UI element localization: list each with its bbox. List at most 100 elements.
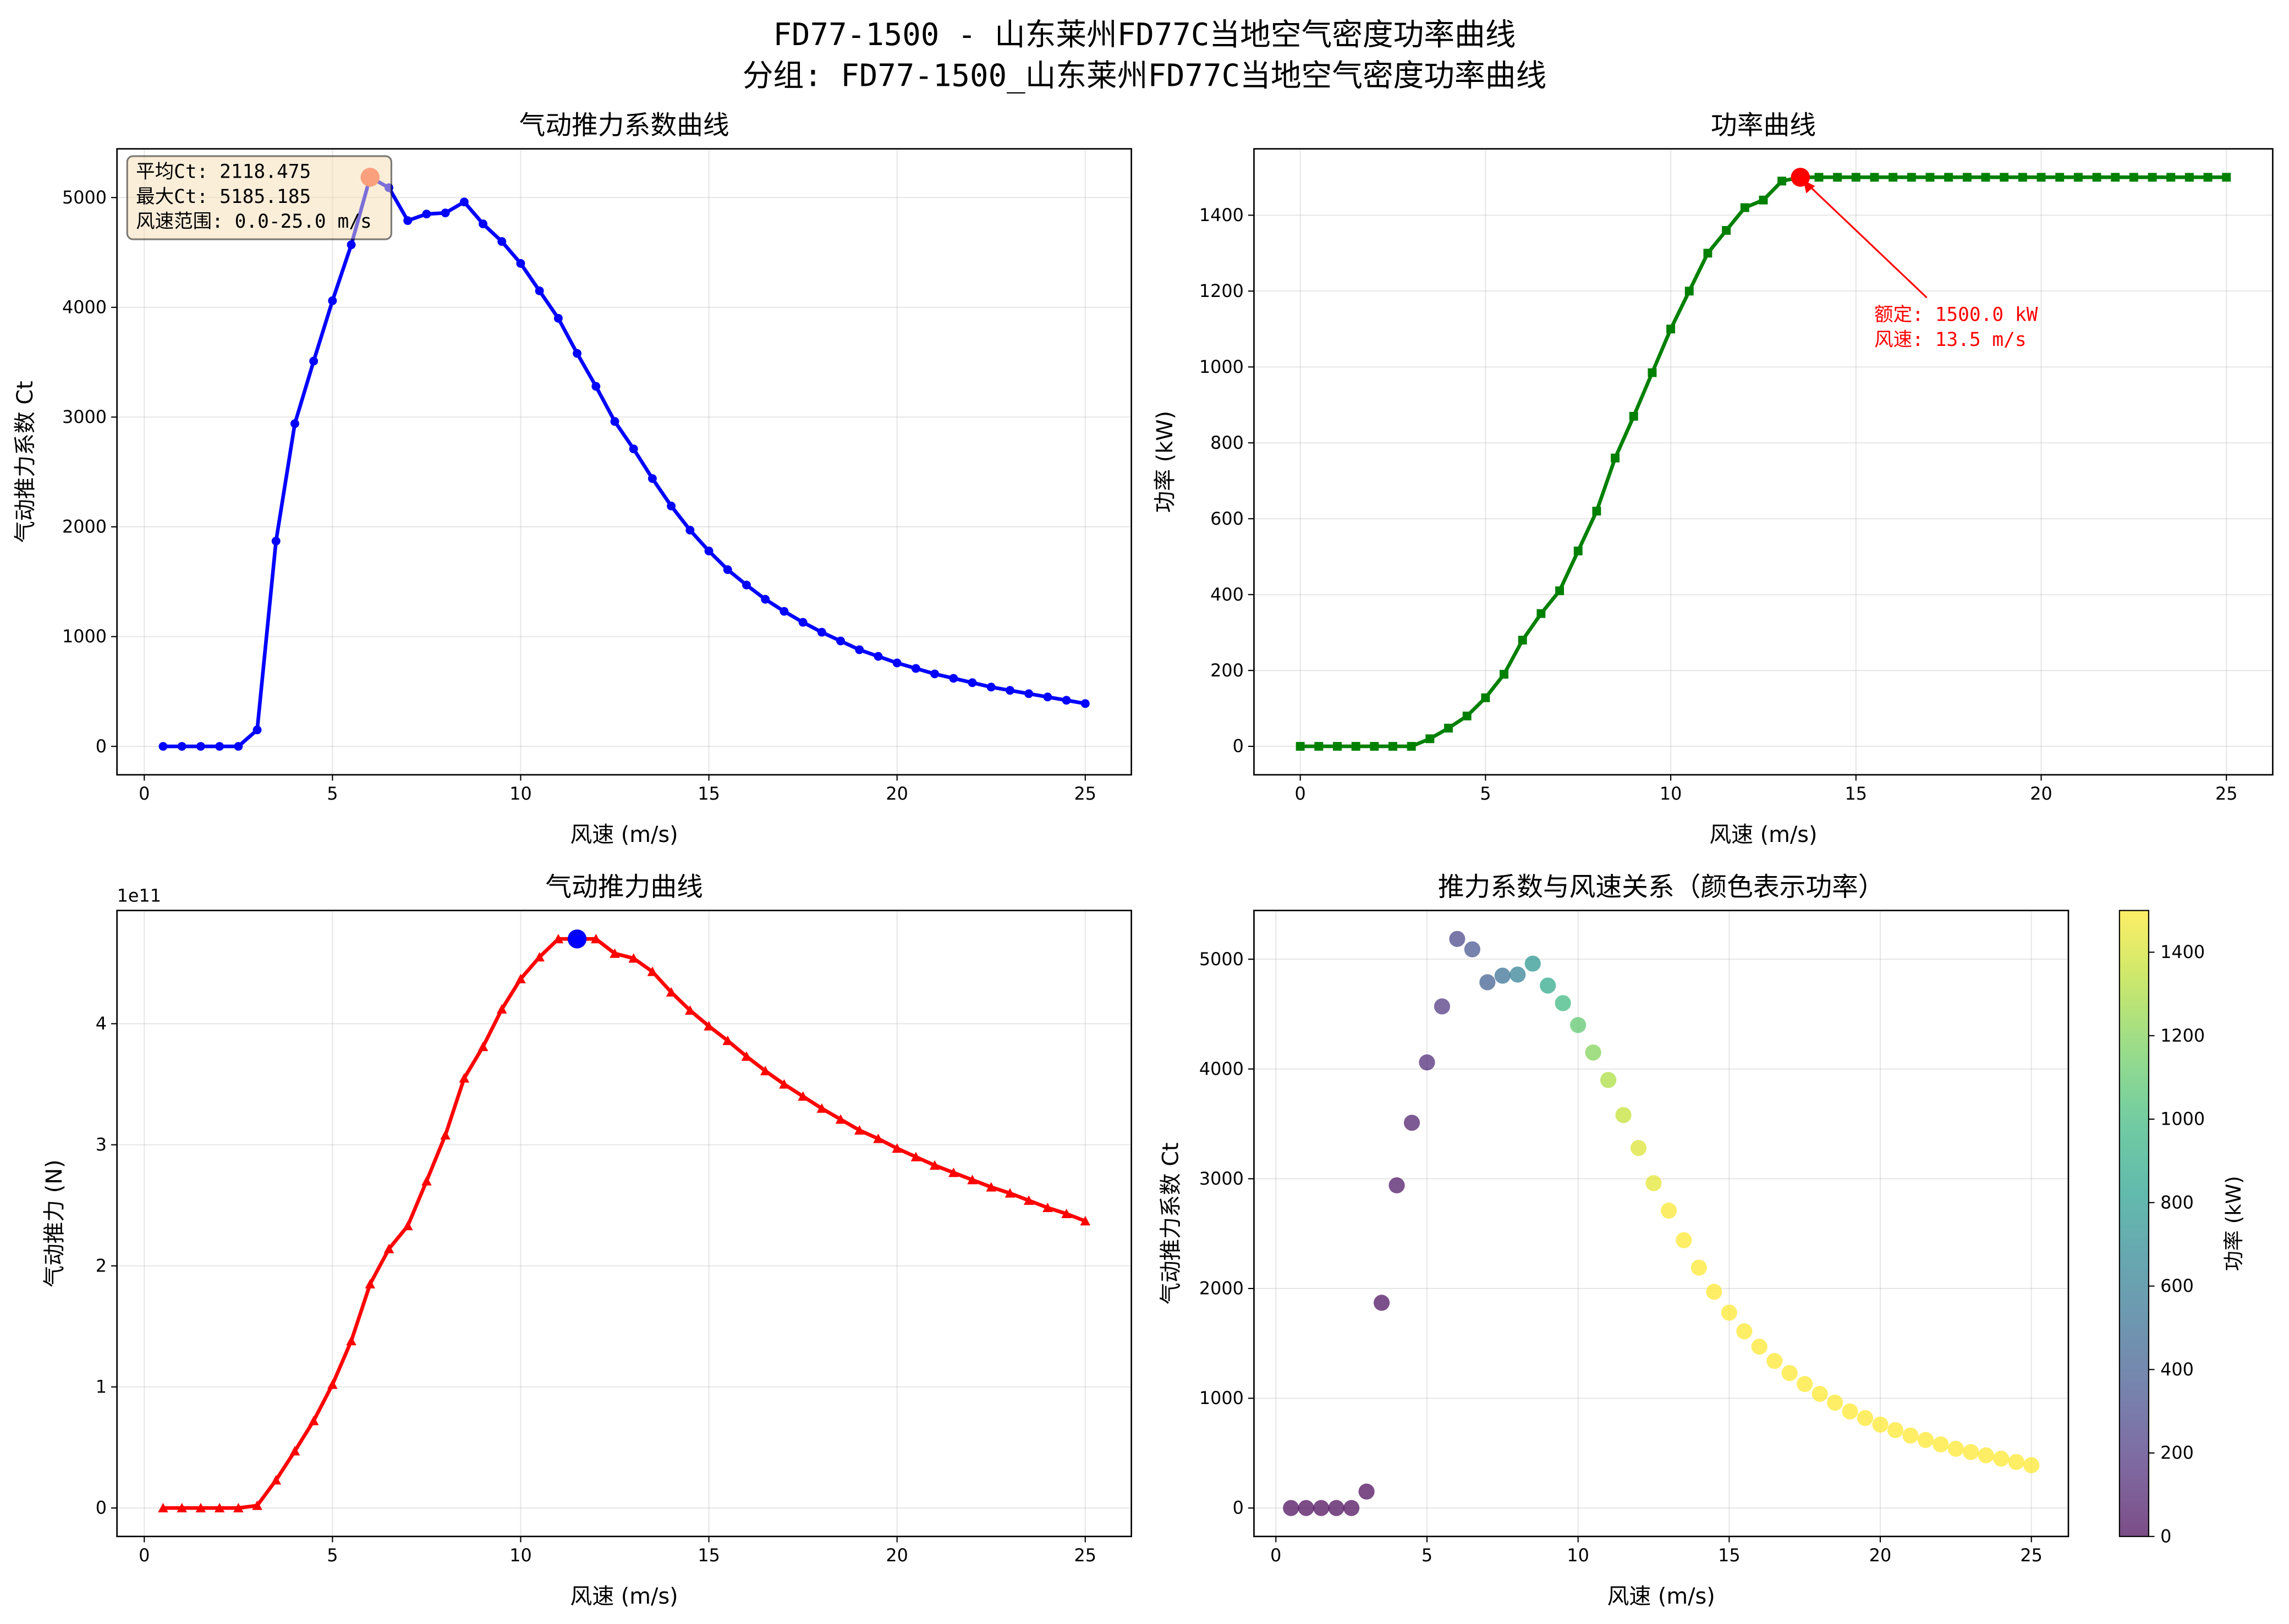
data-point	[1814, 173, 1824, 182]
y-tick-label: 1000	[62, 626, 107, 647]
data-point	[1006, 686, 1014, 695]
colorbar-tick-label: 600	[2160, 1275, 2194, 1296]
data-point	[666, 987, 677, 997]
scatter-point	[1494, 967, 1511, 984]
data-point	[477, 1041, 488, 1052]
data-point	[968, 678, 977, 687]
data-point	[289, 1446, 300, 1456]
colorbar-tick-label: 0	[2160, 1526, 2171, 1546]
scatter-point	[1509, 966, 1526, 983]
x-axis-label: 风速 (m/s)	[1607, 1584, 1715, 1609]
data-point	[610, 417, 619, 426]
data-point	[1981, 173, 1990, 182]
data-point	[685, 526, 695, 535]
y-tick-label: 3000	[62, 406, 107, 427]
data-point	[553, 934, 564, 944]
y-tick-label: 400	[1210, 584, 1244, 605]
data-point	[836, 636, 846, 646]
x-tick-label: 0	[139, 783, 150, 804]
info-box-line: 平均Ct: 2118.475	[136, 161, 311, 183]
scatter-point	[1555, 995, 1571, 1011]
x-tick-label: 15	[1718, 1545, 1741, 1566]
data-point	[892, 1143, 902, 1153]
x-axis-label: 风速 (m/s)	[570, 1584, 678, 1609]
data-point	[1555, 586, 1565, 596]
data-point	[779, 1079, 789, 1089]
data-point	[158, 1502, 168, 1513]
scatter-point	[1615, 1107, 1632, 1124]
data-point	[855, 645, 864, 654]
data-point	[1573, 546, 1583, 555]
scatter-point	[2023, 1457, 2040, 1473]
data-point	[1518, 635, 1527, 645]
colorbar-tick-label: 1000	[2160, 1109, 2205, 1130]
data-point	[685, 1005, 695, 1015]
axes-frame	[1253, 148, 2274, 776]
data-point	[929, 1160, 940, 1170]
y-tick-label: 0	[1233, 736, 1244, 757]
data-point	[496, 1004, 507, 1014]
data-point	[798, 618, 808, 627]
data-point	[628, 953, 639, 963]
data-point	[1444, 724, 1453, 733]
data-point	[1481, 693, 1490, 702]
data-point	[1062, 696, 1071, 705]
scatter-point	[1479, 974, 1496, 990]
data-point	[516, 259, 525, 268]
y-tick-label: 1000	[1199, 1388, 1244, 1408]
annotation-text: 额定: 1500.0 kW	[1874, 304, 2038, 326]
subplot-2: 0 5 10 15 20 25 0 200 400 600 800 1000 1200 1400 功率曲线风…	[1152, 111, 2274, 847]
data-point	[667, 502, 676, 511]
y-tick-label: 0	[96, 1498, 107, 1518]
data-point	[722, 1035, 733, 1045]
subplot-title: 功率曲线	[1711, 111, 1816, 141]
data-point	[2111, 173, 2120, 182]
data-point	[910, 1152, 921, 1161]
subplot-title: 推力系数与风速关系（颜色表示功率）	[1438, 872, 1885, 902]
data-point	[817, 627, 826, 637]
scatter-point	[1660, 1202, 1677, 1219]
scatter-point	[1630, 1139, 1647, 1157]
data-point	[986, 1182, 997, 1192]
scatter-point	[1403, 1114, 1420, 1131]
data-point	[1462, 711, 1472, 720]
scatter-point	[1690, 1259, 1707, 1276]
scatter-point	[1872, 1416, 1889, 1433]
figure-title-line1: FD77-1500 - 山东莱州FD77C当地空气密度功率曲线	[773, 17, 1516, 53]
scatter-point	[1585, 1044, 1601, 1061]
data-point	[1944, 173, 1953, 182]
scatter-point	[1706, 1284, 1722, 1300]
data-point	[1870, 173, 1879, 182]
data-point	[271, 1475, 282, 1485]
x-tick-label: 15	[698, 1545, 720, 1566]
data-point	[647, 474, 657, 483]
scatter-point	[1766, 1353, 1783, 1369]
data-point	[948, 1167, 959, 1177]
data-point	[459, 197, 469, 207]
scatter-point	[1524, 955, 1541, 972]
scatter-point	[1993, 1450, 2010, 1467]
data-point	[742, 580, 751, 590]
data-point	[1907, 173, 1916, 182]
x-tick-label: 20	[886, 1545, 908, 1566]
data-point	[1024, 689, 1034, 698]
x-tick-label: 5	[1480, 783, 1491, 804]
data-point	[930, 669, 940, 679]
annotation-arrow	[1804, 181, 1928, 299]
x-tick-label: 25	[1074, 1545, 1097, 1566]
colorbar-tick-label: 1200	[2160, 1025, 2205, 1046]
y-tick-label: 3000	[1199, 1168, 1244, 1189]
y-tick-label: 1200	[1199, 280, 1244, 301]
data-point	[1648, 368, 1657, 377]
data-point	[441, 208, 450, 218]
data-point	[2129, 173, 2138, 182]
data-point	[760, 1066, 771, 1076]
data-point	[440, 1130, 451, 1139]
scatter-point	[1434, 998, 1451, 1015]
data-point	[195, 1502, 206, 1513]
annotation-text: 风速: 13.5 m/s	[1874, 329, 2027, 351]
data-point	[986, 682, 996, 692]
y-tick-label: 1000	[1199, 356, 1244, 377]
scatter-point	[1540, 977, 1556, 994]
